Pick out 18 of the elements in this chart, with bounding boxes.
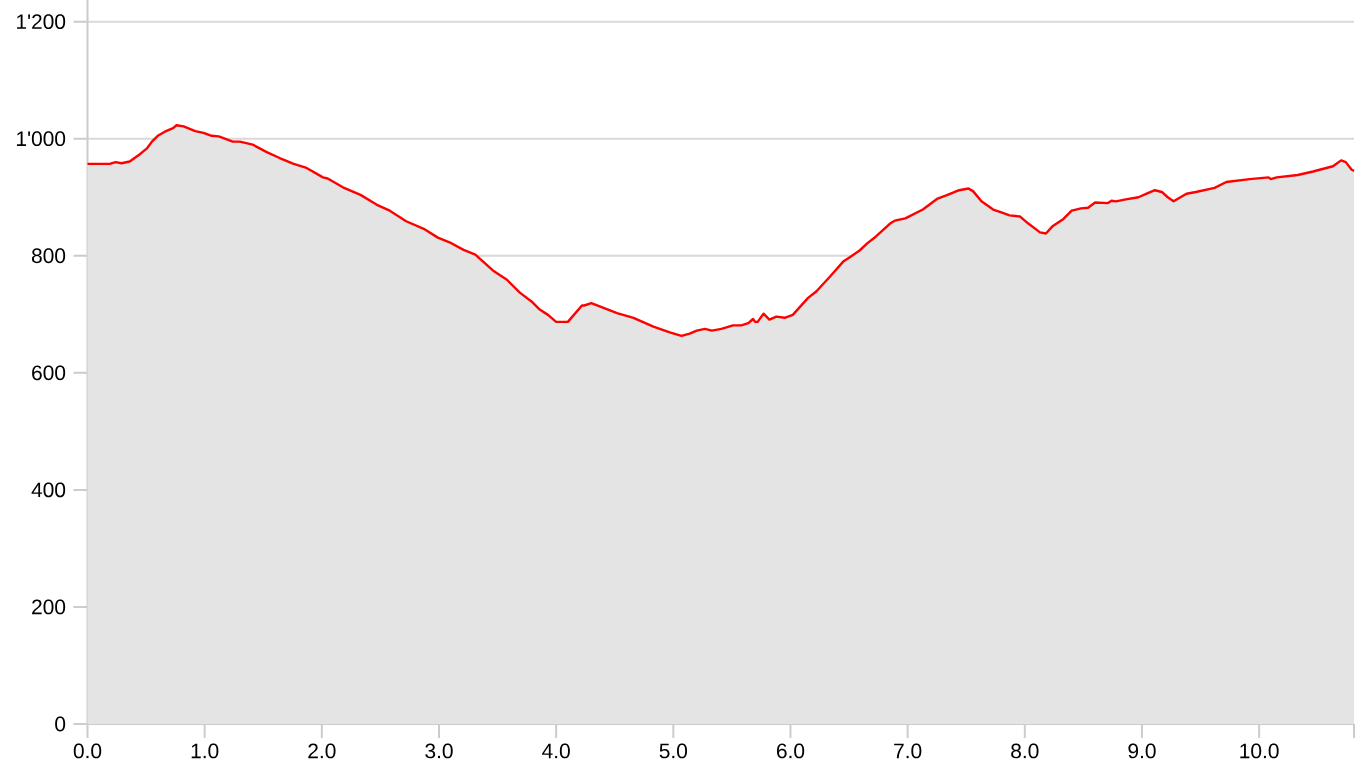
y-tick-label: 200: [32, 599, 66, 615]
y-tick-label: 1'200: [17, 14, 66, 30]
x-tick-label: 7.0: [894, 743, 922, 759]
x-tick-label: 4.0: [542, 743, 570, 759]
x-tick-label: 6.0: [776, 743, 805, 759]
x-tick-label: 9.0: [1128, 743, 1156, 759]
y-tick-label: 0: [55, 716, 66, 732]
x-tick-label: 1.0: [191, 743, 219, 759]
x-tick-label: 0.0: [73, 743, 102, 759]
y-tick-label: 800: [31, 248, 66, 264]
x-tick-label: 3.0: [425, 743, 453, 759]
x-tick-label: 5.0: [659, 743, 688, 759]
y-tick-label: 1'000: [17, 131, 66, 147]
x-tick-label: 8.0: [1011, 743, 1039, 759]
y-tick-label: 600: [32, 365, 66, 381]
x-tick-label: 10.0: [1240, 743, 1279, 759]
y-tick-label: 400: [31, 482, 66, 498]
x-tick-label: 2.0: [308, 743, 336, 759]
